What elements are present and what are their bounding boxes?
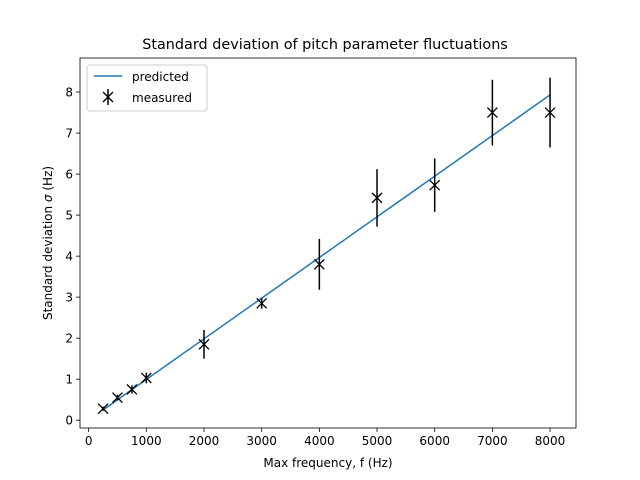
y-axis-label-symbol: σ	[41, 194, 55, 202]
x-tick-label: 8000	[535, 434, 566, 448]
y-tick-label: 5	[65, 209, 73, 223]
y-tick-label: 6	[65, 168, 73, 182]
y-tick-label: 4	[65, 250, 73, 264]
y-axis-label-prefix: Standard deviation	[41, 202, 55, 320]
y-tick-label: 8	[65, 86, 73, 100]
y-axis-ticks: 0 1 2 3 4 5 6 7 8	[65, 86, 80, 428]
x-tick-label: 2000	[189, 434, 220, 448]
measured-point	[486, 107, 498, 119]
measured-point	[140, 372, 152, 384]
measured-point	[126, 383, 138, 395]
y-axis-label-suffix: (Hz)	[41, 166, 55, 195]
measured-point	[97, 403, 109, 415]
x-tick-label: 7000	[477, 434, 508, 448]
x-tick-label: 6000	[419, 434, 450, 448]
y-tick-label: 3	[65, 291, 73, 305]
measured-point	[544, 107, 556, 119]
y-tick-label: 2	[65, 332, 73, 346]
x-tick-label: 3000	[246, 434, 277, 448]
x-tick-label: 1000	[131, 434, 162, 448]
y-tick-label: 1	[65, 373, 73, 387]
y-tick-label: 7	[65, 127, 73, 141]
measured-point	[313, 258, 325, 270]
y-tick-label: 0	[65, 414, 73, 428]
x-tick-label: 5000	[362, 434, 393, 448]
predicted-line	[102, 94, 551, 411]
measured-point	[256, 297, 268, 309]
x-tick-label: 0	[85, 434, 93, 448]
measured-point	[112, 392, 123, 404]
x-tick-label: 4000	[304, 434, 335, 448]
legend: predicted measured	[86, 64, 208, 112]
x-axis-ticks: 0 1000 2000 3000 4000 5000 6000 7000 8000	[85, 428, 565, 448]
y-axis-label: Standard deviation σ (Hz)	[41, 166, 55, 320]
measured-point	[371, 192, 383, 204]
plot-marks	[97, 77, 556, 415]
measured-point	[429, 179, 441, 191]
legend-label-measured: measured	[132, 91, 192, 105]
chart-title: Standard deviation of pitch parameter fl…	[142, 37, 508, 53]
axes-frame	[79, 57, 577, 429]
legend-label-predicted: predicted	[132, 70, 189, 84]
x-axis-label: Max frequency, f (Hz)	[263, 456, 392, 470]
legend-swatch-measured	[102, 89, 114, 105]
measured-point	[198, 338, 210, 350]
